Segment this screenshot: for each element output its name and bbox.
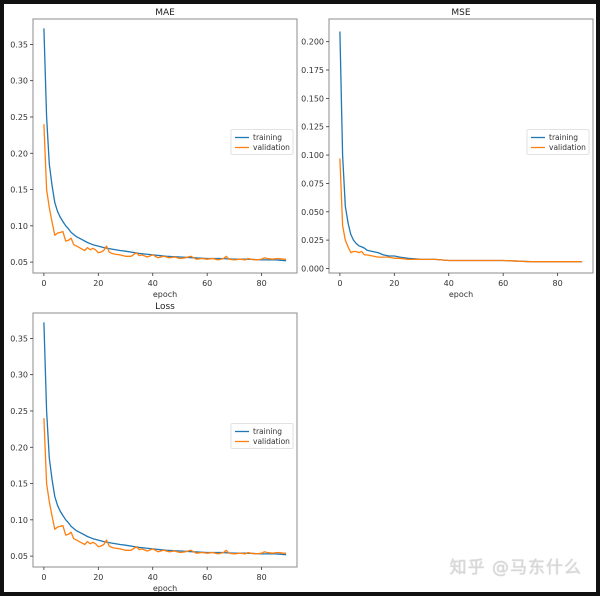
x-tick-label: 0	[41, 279, 46, 288]
y-tick-label: 0.000	[301, 264, 324, 273]
x-tick-label: 60	[202, 279, 212, 288]
x-tick-label: 40	[148, 279, 158, 288]
y-tick-label: 0.20	[10, 149, 28, 158]
figure-canvas: MAE 0.05 0.10 0.15 0.20 0.25 0.30 0.35 0 20 40 60 80…	[4, 4, 596, 593]
y-tick-label: 0.125	[301, 123, 324, 132]
y-tick-label: 0.075	[301, 179, 324, 188]
watermark-text: 知乎 @马东什么	[449, 558, 582, 578]
x-tick-label: 20	[93, 573, 103, 582]
legend-label-training: training	[253, 133, 282, 142]
y-tick-label: 0.175	[301, 66, 324, 75]
x-tick-label: 80	[257, 279, 267, 288]
legend-label-validation: validation	[549, 143, 586, 152]
y-tick-label: 0.35	[10, 40, 28, 49]
chart-title: MAE	[155, 8, 175, 18]
chart-title: Loss	[155, 302, 175, 312]
plot-frame	[328, 18, 594, 274]
x-tick-label: 60	[498, 279, 508, 288]
series-line-training	[43, 28, 287, 262]
series-line-validation	[339, 158, 583, 263]
plot-frame	[32, 18, 298, 274]
legend-label-validation: validation	[253, 437, 290, 446]
chart-mae: MAE 0.05 0.10 0.15 0.20 0.25 0.30 0.35 0 20 40 60 80…	[4, 4, 596, 592]
x-tick-label: 60	[202, 573, 212, 582]
y-tick-label: 0.050	[301, 208, 324, 217]
y-tick-label: 0.200	[301, 38, 324, 47]
series-line-training	[43, 322, 287, 556]
legend-label-validation: validation	[253, 143, 290, 152]
y-tick-label: 0.100	[301, 151, 324, 160]
y-tick-label: 0.20	[10, 443, 28, 452]
chart-svg: Loss 0.05 0.10 0.15 0.20 0.25 0.30 0.35 0 20 40 60 8…	[10, 302, 298, 593]
x-axis-label: epoch	[153, 290, 177, 299]
y-tick-label: 0.25	[10, 407, 28, 416]
y-tick-label: 0.15	[10, 480, 28, 489]
y-tick-label: 0.10	[10, 222, 28, 231]
y-tick-label: 0.30	[10, 371, 28, 380]
legend-label-training: training	[549, 133, 578, 142]
x-tick-label: 0	[41, 573, 46, 582]
chart-loss: Loss 0.05 0.10 0.15 0.20 0.25 0.30 0.35 0 20 40 60 8…	[4, 4, 596, 593]
y-tick-label: 0.05	[10, 258, 28, 267]
x-axis-label: epoch	[153, 584, 177, 593]
x-tick-label: 40	[444, 279, 454, 288]
chart-mse: MSE 0.000 0.025 0.050 0.075 0.100 0.125 0.150 0.…	[4, 4, 596, 592]
series-line-validation	[43, 418, 287, 555]
chart-svg: MSE 0.000 0.025 0.050 0.075 0.100 0.125 0.150 0.…	[301, 8, 594, 299]
legend-label-training: training	[253, 427, 282, 436]
chart-title: MSE	[451, 8, 470, 18]
series-line-validation	[43, 124, 287, 261]
x-tick-label: 80	[553, 279, 563, 288]
chart-svg: MAE 0.05 0.10 0.15 0.20 0.25 0.30 0.35 0 20 40 60 80…	[10, 8, 298, 299]
x-tick-label: 80	[257, 573, 267, 582]
x-tick-label: 0	[337, 279, 342, 288]
y-tick-label: 0.10	[10, 516, 28, 525]
plot-frame	[32, 312, 298, 568]
y-tick-label: 0.15	[10, 186, 28, 195]
y-tick-label: 0.30	[10, 77, 28, 86]
x-axis-label: epoch	[449, 290, 473, 299]
x-tick-label: 20	[93, 279, 103, 288]
y-tick-label: 0.05	[10, 552, 28, 561]
y-tick-label: 0.025	[301, 236, 324, 245]
x-tick-label: 20	[389, 279, 399, 288]
x-tick-label: 40	[148, 573, 158, 582]
y-tick-label: 0.25	[10, 113, 28, 122]
y-tick-label: 0.35	[10, 334, 28, 343]
y-tick-label: 0.150	[301, 94, 324, 103]
